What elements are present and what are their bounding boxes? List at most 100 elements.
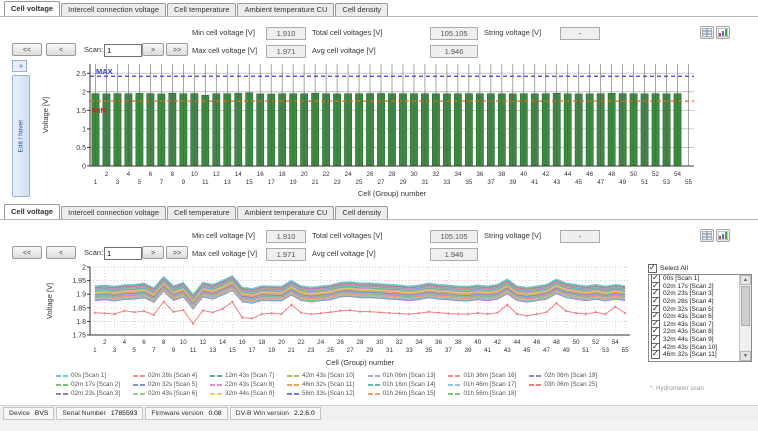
previous-scan-button[interactable]: < [46,43,76,56]
legend-swatch [133,383,139,386]
legend-item-01h-06m-scan-13: 01h 06m [Scan 13] [367,371,435,380]
svg-text:Voltage [V]: Voltage [V] [45,283,54,319]
legend-swatch [294,392,300,395]
legend-label: 46m 32s [Scan 11] [302,381,355,388]
svg-text:46: 46 [533,339,541,346]
legend-item-01h-46m-scan-17: 01h 46m [Scan 17] [448,380,516,389]
scan-list-item[interactable]: 02m 28s [Scan 4] [649,296,751,307]
legend-swatch [536,374,542,377]
previous-scan-button[interactable]: < [46,246,76,259]
legend-swatch [140,374,146,377]
max-cell-voltage-label: Max cell voltage [V] [192,46,258,55]
scroll-thumb[interactable] [741,286,750,326]
svg-text:23: 23 [334,179,342,186]
avg-cell-voltage-label: Avg cell voltage [V] [312,46,376,55]
svg-text:51: 51 [641,179,649,186]
scan-input[interactable] [104,247,142,260]
grid-icon[interactable] [700,229,714,242]
scan-list-scrollbar[interactable]: ▲ ▼ [739,275,751,361]
last-scan-button[interactable]: >> [166,43,188,56]
tab-ambient-temperature-cu[interactable]: Ambient temperature CU [237,206,335,219]
svg-text:MAX: MAX [96,67,113,76]
svg-text:2: 2 [105,171,109,178]
scan-list-item[interactable]: 46m 32s [Scan 11] [649,349,751,360]
svg-text:43: 43 [504,347,512,354]
legend-item-01h-36m-scan-16: 01h 36m [Scan 16] [448,371,516,380]
scan-list-item[interactable]: 22m 43s [Scan 8] [649,326,751,337]
status-segment-serial-number: Serial Number 1785593 [56,406,144,420]
scan-list-item[interactable]: 02m 43s [Scan 6] [649,311,751,322]
legend-label: 01h 46m [Scan 17] [463,381,517,388]
status-value: 0.08 [208,409,222,417]
scan-list-item[interactable]: 12m 43s [Scan 7] [649,319,751,329]
svg-text:13: 13 [209,347,217,354]
legend-swatch [367,374,373,377]
string-voltage-value: - [560,27,600,40]
svg-text:32: 32 [432,171,440,178]
svg-text:18: 18 [279,171,287,178]
tab-ambient-temperature-cu[interactable]: Ambient temperature CU [237,3,335,16]
tab-intercell-connection-voltage[interactable]: Intercell connection voltage [61,206,166,219]
first-scan-button[interactable]: << [12,43,42,56]
legend-label: 01h 36m [Scan 16] [463,372,517,379]
report-icon[interactable] [716,229,730,242]
first-scan-button[interactable]: << [12,246,42,259]
tab-cell-density[interactable]: Cell density [335,206,389,219]
scan-input[interactable] [104,44,142,57]
scan-list-item[interactable]: 02m 17s [Scan 2] [649,281,751,291]
svg-text:14: 14 [235,171,243,178]
scan-item-checkbox[interactable] [651,349,660,360]
svg-text:1.85: 1.85 [72,305,86,312]
svg-text:26: 26 [367,171,375,178]
edit-hover-vertical-button[interactable]: Edit / hover [12,75,30,197]
scan-item-label: 02m 43s [Scan 6] [663,313,714,321]
tab-strip-top: Cell voltage Intercell connection voltage… [4,1,389,16]
select-all-checkbox[interactable]: Select All [648,263,688,273]
tab-cell-voltage[interactable]: Cell voltage [4,204,61,219]
svg-text:Voltage [V]: Voltage [V] [41,97,50,133]
tab-cell-temperature[interactable]: Cell temperature [167,206,237,219]
scroll-down-arrow[interactable]: ▼ [740,351,751,361]
legend-swatch [217,374,223,377]
scan-list-item[interactable]: 00s [Scan 1] [649,275,751,284]
svg-text:41: 41 [484,347,492,354]
svg-text:1.9: 1.9 [76,292,86,299]
scan-list-item[interactable]: 02m 23s [Scan 3] [649,288,751,299]
svg-text:13: 13 [224,179,232,186]
min-cell-voltage-value: 1.910 [266,230,306,243]
report-icon[interactable] [716,26,730,39]
svg-text:33: 33 [443,179,451,186]
scan-list-item[interactable]: 32m 44s [Scan 9] [649,334,751,345]
scroll-up-arrow[interactable]: ▲ [740,275,751,285]
svg-text:14: 14 [219,339,227,346]
legend-swatch [374,374,380,377]
scan-list-item[interactable]: 42m 43s [Scan 10] [649,342,751,352]
next-scan-button[interactable]: > [142,246,164,259]
legend-swatch [294,383,300,386]
scan-list-item[interactable]: 02m 32s [Scan 5] [649,304,751,314]
tab-cell-density[interactable]: Cell density [335,3,389,16]
svg-text:27: 27 [347,347,355,354]
grid-icon[interactable] [700,26,714,39]
select-all-checkbox-box[interactable] [648,263,657,273]
svg-text:48: 48 [553,339,561,346]
legend-swatch [133,374,139,377]
legend-item-01h-56m-scan-18: 01h 56m [Scan 18] [448,389,516,398]
legend-label: 12m 43s [Scan 7] [225,372,275,379]
legend-swatch [294,374,300,377]
last-scan-button[interactable]: >> [166,246,188,259]
svg-text:48: 48 [608,171,616,178]
legend-item-46m-32s-scan-11: 46m 32s [Scan 11] [287,380,355,389]
legend-label: 56m 33s [Scan 12] [302,390,355,397]
side-panel-expander-button[interactable]: » [12,60,27,72]
tab-cell-voltage[interactable]: Cell voltage [4,1,61,16]
svg-text:23: 23 [307,347,315,354]
svg-text:34: 34 [415,339,423,346]
tab-intercell-connection-voltage[interactable]: Intercell connection voltage [61,3,166,16]
scan-list[interactable]: 00s [Scan 1]02m 17s [Scan 2]02m 23s [Sca… [648,274,752,362]
tab-cell-temperature[interactable]: Cell temperature [167,3,237,16]
legend-swatch [529,383,535,386]
scan-item-label: 02m 32s [Scan 5] [663,305,714,313]
next-scan-button[interactable]: > [142,43,164,56]
